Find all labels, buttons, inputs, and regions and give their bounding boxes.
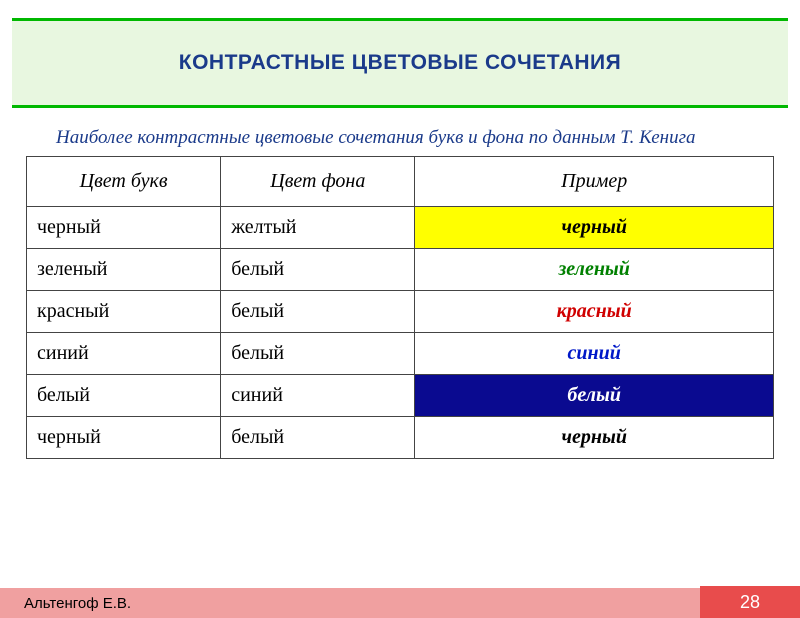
cell-letter-color: белый	[27, 374, 221, 416]
cell-example: красный	[415, 290, 774, 332]
cell-letter-color: зеленый	[27, 248, 221, 290]
cell-letter-color: синий	[27, 332, 221, 374]
cell-example: синий	[415, 332, 774, 374]
cell-bg-color: белый	[221, 290, 415, 332]
cell-example: черный	[415, 416, 774, 458]
cell-example: черный	[415, 206, 774, 248]
footer-page-number: 28	[700, 586, 800, 618]
col-header-example: Пример	[415, 156, 774, 206]
cell-bg-color: белый	[221, 416, 415, 458]
table-row: красныйбелыйкрасный	[27, 290, 774, 332]
color-contrast-table: Цвет букв Цвет фона Пример черныйжелтыйч…	[26, 156, 774, 459]
cell-example: зеленый	[415, 248, 774, 290]
table-row: белыйсинийбелый	[27, 374, 774, 416]
cell-letter-color: черный	[27, 416, 221, 458]
title-band: КОНТРАСТНЫЕ ЦВЕТОВЫЕ СОЧЕТАНИЯ	[12, 18, 788, 108]
cell-bg-color: белый	[221, 248, 415, 290]
footer-author: Альтенгоф Е.В.	[0, 586, 700, 618]
col-header-letter: Цвет букв	[27, 156, 221, 206]
table-row: синийбелыйсиний	[27, 332, 774, 374]
cell-letter-color: красный	[27, 290, 221, 332]
table-row: черныйжелтыйчерный	[27, 206, 774, 248]
table-row: черныйбелыйчерный	[27, 416, 774, 458]
cell-bg-color: белый	[221, 332, 415, 374]
table-row: зеленыйбелыйзеленый	[27, 248, 774, 290]
cell-bg-color: синий	[221, 374, 415, 416]
cell-letter-color: черный	[27, 206, 221, 248]
footer-bar: Альтенгоф Е.В. 28	[0, 586, 800, 618]
cell-example: белый	[415, 374, 774, 416]
table-header-row: Цвет букв Цвет фона Пример	[27, 156, 774, 206]
caption-text: Наиболее контрастные цветовые сочетания …	[26, 126, 774, 150]
page-title: КОНТРАСТНЫЕ ЦВЕТОВЫЕ СОЧЕТАНИЯ	[179, 51, 621, 75]
cell-bg-color: желтый	[221, 206, 415, 248]
col-header-bg: Цвет фона	[221, 156, 415, 206]
